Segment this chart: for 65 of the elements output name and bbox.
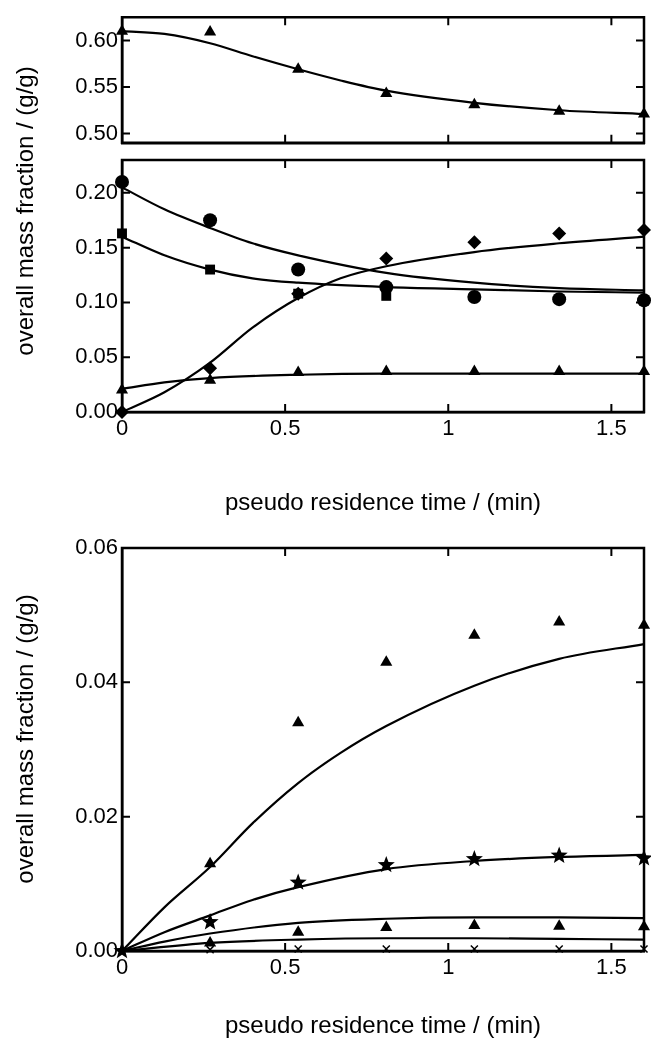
point — [203, 361, 218, 376]
x-tick-label: 0 — [115, 415, 129, 441]
y-tick-label: 0.60 — [75, 26, 118, 52]
point — [380, 364, 393, 375]
x-tick-label: 1 — [442, 954, 455, 980]
y-tick-label: 0.02 — [75, 802, 118, 828]
point — [553, 919, 566, 930]
y-tick-label: 0.00 — [75, 937, 118, 963]
point — [554, 944, 564, 954]
point — [379, 280, 394, 295]
y-axis-title: overall mass fraction / (g/g) — [10, 594, 38, 884]
x-axis-title: pseudo residence time / (min) — [224, 488, 542, 516]
point — [380, 655, 393, 666]
point — [550, 846, 568, 863]
y-tick-label: 0.20 — [75, 178, 118, 204]
point — [204, 856, 217, 868]
point — [468, 628, 481, 639]
y-tick-label: 0.10 — [75, 288, 118, 314]
point — [468, 918, 481, 929]
y-tick-label: 0.50 — [75, 119, 118, 145]
point — [470, 944, 479, 954]
x-tick-label: 0.5 — [269, 415, 301, 441]
point — [639, 944, 649, 954]
point — [204, 373, 217, 384]
point — [379, 251, 394, 266]
point — [468, 364, 481, 375]
point — [553, 614, 566, 626]
point — [468, 97, 481, 109]
x-tick-label: 1 — [442, 415, 455, 441]
point — [289, 873, 307, 890]
x-tick-label: 0 — [115, 954, 129, 980]
point — [292, 925, 305, 936]
point — [467, 235, 482, 250]
point — [292, 365, 305, 377]
point — [380, 920, 393, 931]
point — [465, 849, 483, 867]
point — [381, 944, 391, 954]
y-tick-label: 0.00 — [75, 398, 118, 424]
x-tick-label: 1.5 — [596, 954, 627, 980]
point — [204, 25, 217, 36]
y-axis-title: overall mass fraction / (g/g) — [10, 66, 38, 356]
point — [467, 289, 482, 304]
point — [553, 104, 566, 115]
point — [291, 262, 306, 277]
point — [205, 945, 215, 954]
point — [293, 944, 303, 954]
point — [377, 856, 395, 873]
y-tick-label: 0.15 — [75, 233, 118, 259]
y-tick-label: 0.05 — [75, 343, 118, 369]
y-tick-label: 0.06 — [75, 534, 118, 560]
point — [553, 364, 566, 375]
x-tick-label: 0.5 — [269, 954, 301, 980]
point — [203, 213, 218, 228]
x-tick-label: 1.5 — [596, 415, 627, 441]
point — [552, 292, 567, 307]
point — [292, 715, 305, 727]
point — [204, 935, 217, 947]
x-axis-title: pseudo residence time / (min) — [224, 1011, 542, 1039]
point — [205, 264, 216, 275]
point — [552, 226, 567, 241]
point — [292, 62, 305, 73]
y-tick-label: 0.04 — [75, 668, 118, 694]
point — [380, 86, 393, 97]
point — [201, 913, 219, 930]
y-tick-label: 0.55 — [75, 73, 118, 99]
